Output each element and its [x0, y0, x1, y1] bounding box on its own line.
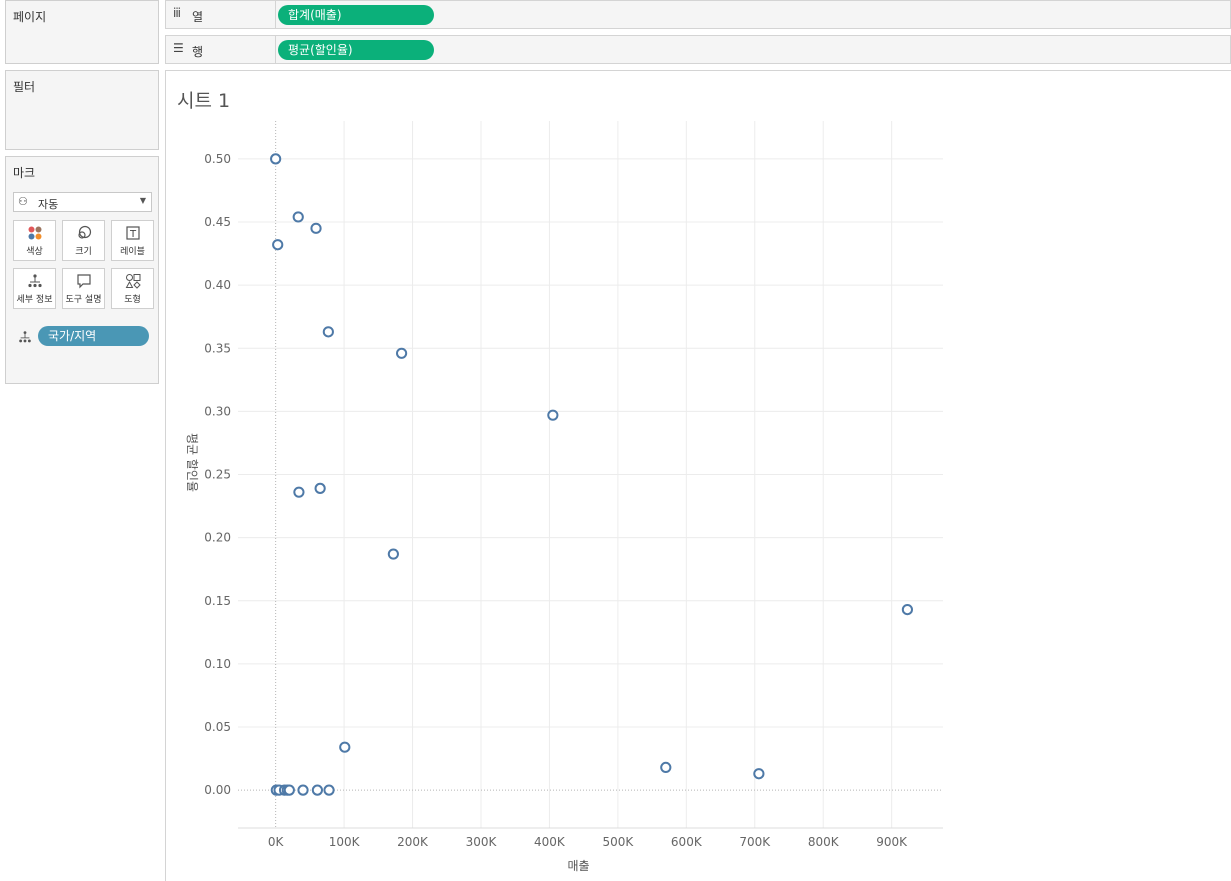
rows-label: 행	[192, 45, 204, 59]
y-tick-label: 0.20	[204, 531, 231, 545]
marks-panel: 마크 ⚇ 자동 ▼ 색상 크기 T 레이블	[5, 156, 159, 384]
mark-type-label: 자동	[38, 198, 59, 211]
y-tick-label: 0.25	[204, 468, 231, 482]
label-label: 레이블	[120, 247, 145, 257]
x-tick-label: 900K	[876, 835, 908, 849]
data-point	[311, 784, 323, 796]
country-region-pill[interactable]: 국가/지역	[38, 326, 149, 346]
detail-label: 세부 정보	[16, 295, 53, 305]
y-tick-label: 0.15	[204, 594, 231, 608]
color-button[interactable]: 색상	[13, 220, 56, 261]
shapes-icon: ⚇	[18, 195, 28, 208]
detail-field-row: 국가/지역	[18, 326, 154, 348]
detail-button[interactable]: 세부 정보	[13, 268, 56, 309]
shape-icon	[112, 273, 153, 289]
svg-text:T: T	[128, 229, 136, 240]
tooltip-label: 도구 설명	[65, 295, 102, 305]
marks-title: 마크	[13, 166, 36, 180]
y-tick-label: 0.30	[204, 404, 231, 418]
data-point	[323, 784, 335, 796]
x-tick-label: 0K	[268, 835, 285, 849]
y-tick-label: 0.50	[204, 152, 231, 166]
pages-title: 페이지	[13, 10, 47, 24]
tooltip-icon	[63, 273, 104, 289]
x-tick-label: 600K	[671, 835, 703, 849]
columns-shelf[interactable]: iii 열 합계(매출)	[165, 0, 1231, 29]
rows-shelf-label: ☰ 행	[166, 36, 276, 63]
y-tick-label: 0.40	[204, 278, 231, 292]
data-point	[293, 486, 305, 498]
sheet-title[interactable]: 시트 1	[177, 90, 231, 112]
color-label: 색상	[26, 247, 43, 257]
detail-icon	[14, 273, 55, 289]
data-point	[270, 153, 282, 165]
y-tick-label: 0.45	[204, 215, 231, 229]
data-point	[547, 409, 559, 421]
data-point	[283, 784, 295, 796]
detail-icon	[18, 330, 32, 347]
x-tick-label: 200K	[397, 835, 429, 849]
shape-label: 도형	[124, 295, 141, 305]
sum-sales-pill[interactable]: 합계(매출)	[278, 5, 434, 25]
label-button[interactable]: T 레이블	[111, 220, 154, 261]
x-tick-label: 300K	[466, 835, 498, 849]
shape-button[interactable]: 도형	[111, 268, 154, 309]
data-point	[395, 347, 408, 359]
data-point	[292, 211, 304, 223]
x-tick-label: 400K	[534, 835, 566, 849]
size-label: 크기	[75, 247, 92, 257]
data-point	[314, 482, 326, 494]
data-point	[753, 768, 765, 780]
rows-shelf[interactable]: ☰ 행 평균(할인율)	[165, 35, 1231, 64]
scatter-chart[interactable]: 0K 100K 200K 300K 400K 500K 600K 700K 800K 900K 0.…	[166, 71, 1231, 881]
mark-type-dropdown[interactable]: ⚇ 자동 ▼	[13, 192, 152, 212]
columns-shelf-label: iii 열	[166, 1, 276, 28]
avg-discount-pill[interactable]: 평균(할인율)	[278, 40, 434, 60]
x-tick-label: 800K	[808, 835, 840, 849]
label-icon: T	[112, 225, 153, 241]
columns-icon: iii	[173, 6, 181, 20]
data-point	[387, 548, 399, 560]
columns-label: 열	[192, 10, 204, 24]
data-point	[339, 741, 351, 753]
chevron-down-icon: ▼	[139, 196, 146, 205]
data-point	[901, 603, 914, 616]
data-point	[322, 326, 334, 338]
data-point	[310, 222, 322, 234]
data-point	[297, 784, 309, 796]
y-tick-label: 0.35	[204, 341, 231, 355]
x-tick-label: 500K	[602, 835, 634, 849]
x-tick-label: 100K	[329, 835, 361, 849]
x-axis-title: 매출	[567, 859, 589, 873]
y-axis-title: 평균 할인율	[185, 433, 199, 492]
tooltip-button[interactable]: 도구 설명	[62, 268, 105, 309]
y-tick-label: 0.10	[204, 657, 231, 671]
y-tick-label: 0.05	[204, 720, 231, 734]
y-tick-label: 0.00	[204, 783, 231, 797]
color-icon	[14, 225, 55, 241]
size-icon	[63, 225, 104, 241]
size-button[interactable]: 크기	[62, 220, 105, 261]
x-tick-label: 700K	[739, 835, 771, 849]
filters-panel[interactable]: 필터	[5, 70, 159, 150]
data-point	[272, 239, 284, 251]
worksheet-view[interactable]: 시트 1 0K 100K 200K 300K 400K 500K 600K 700K 800K 9…	[165, 70, 1231, 881]
data-point	[660, 761, 672, 774]
pages-panel[interactable]: 페이지	[5, 0, 159, 64]
filters-title: 필터	[13, 80, 36, 94]
rows-icon: ☰	[173, 41, 184, 55]
